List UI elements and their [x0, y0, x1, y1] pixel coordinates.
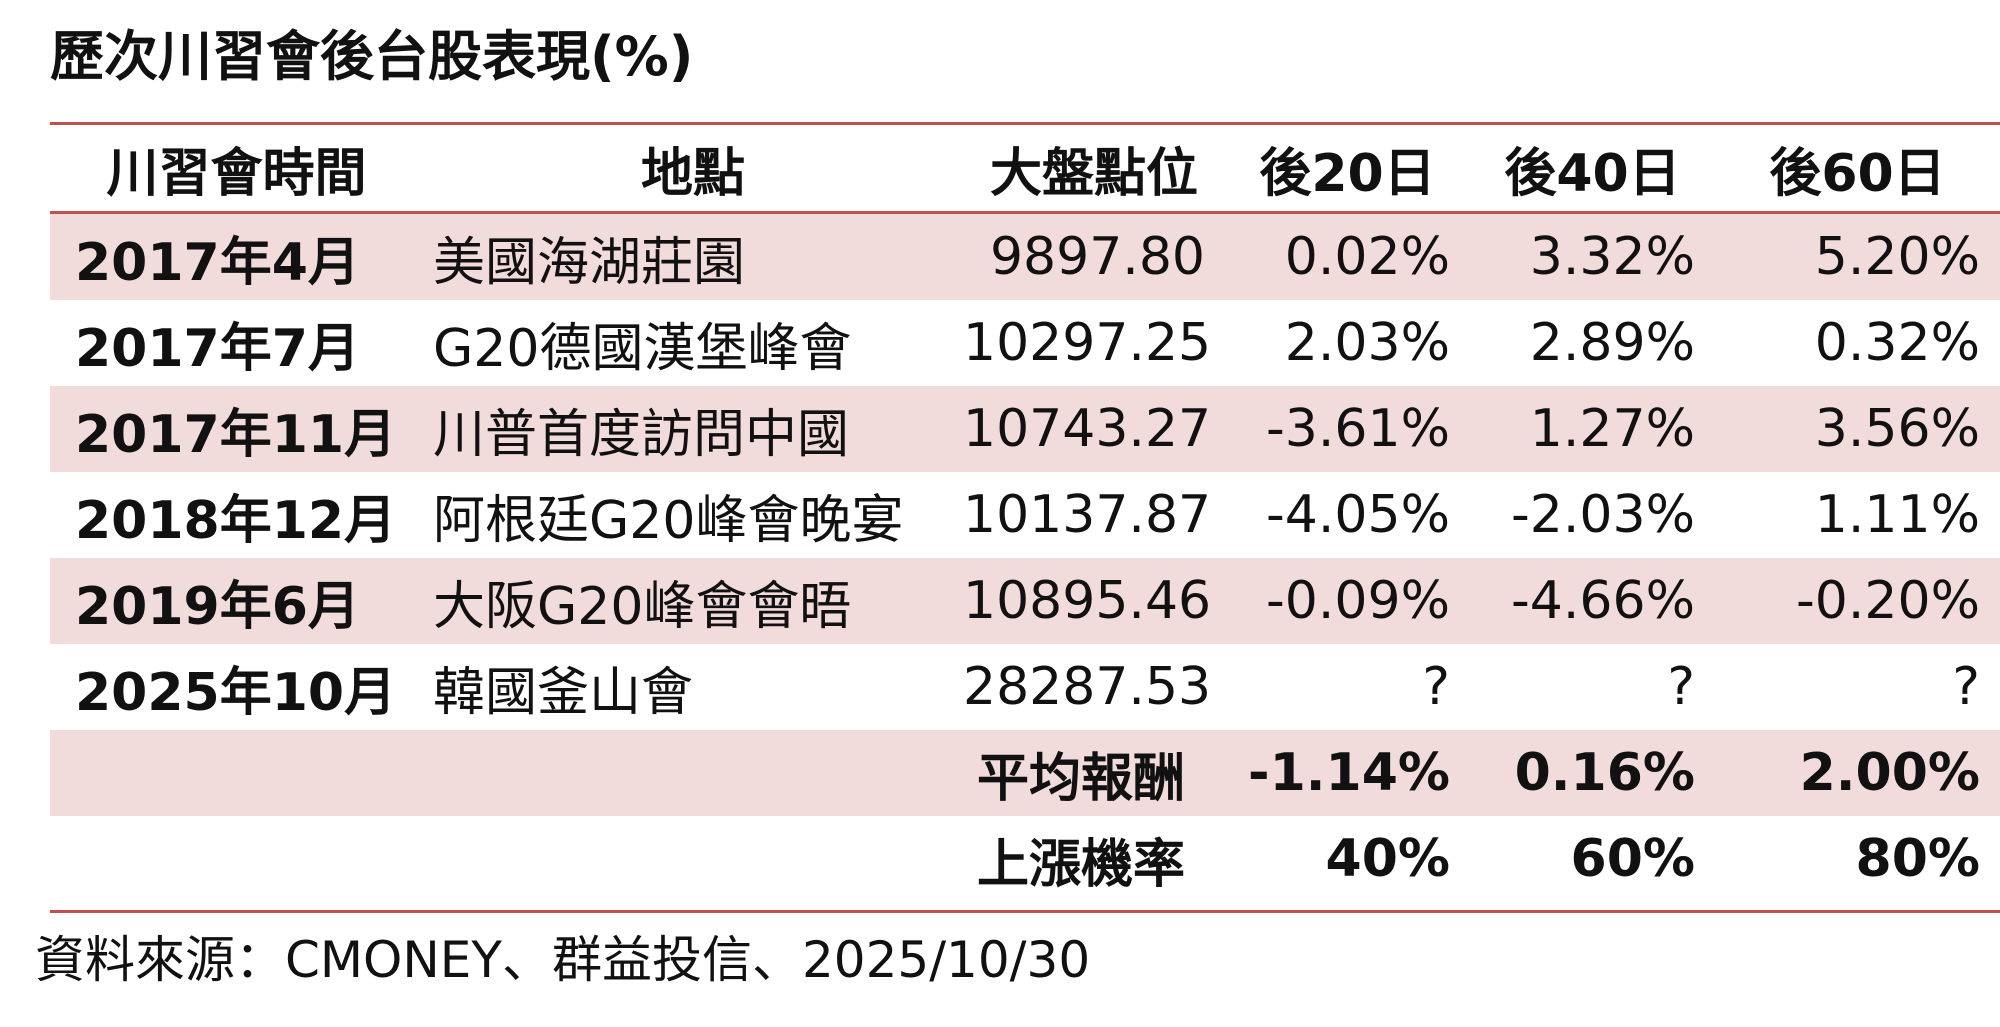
return-60d-cell: 5.20% — [1715, 212, 2000, 300]
performance-table: 川習會時間 地點 大盤點位 後20日 後40日 後60日 2017年4月 美國海… — [50, 125, 2000, 902]
column-header-60d: 後60日 — [1715, 125, 2000, 214]
return-40d-cell: -4.66% — [1470, 558, 1715, 644]
meeting-date-cell: 2017年11月 — [50, 386, 423, 472]
summary-label: 上漲機率 — [976, 834, 1185, 895]
table-row: 2017年4月 美國海湖莊園 9897.80 0.02% 3.32% 5.20% — [50, 212, 2000, 300]
return-20d-cell: 2.03% — [1284, 313, 1450, 373]
table-row: 2025年10月 韓國釜山會 28287.53 ? ? ? — [50, 644, 2000, 730]
index-level-cell: 9897.80 — [963, 212, 1225, 300]
return-40d-cell: ? — [1667, 657, 1695, 717]
place-cell: 韓國釜山會 — [433, 662, 694, 723]
summary-row-average-return: 平均報酬 -1.14% 0.16% 2.00% — [50, 730, 2000, 816]
return-40d-cell: 3.32% — [1470, 212, 1715, 300]
return-20d-cell: 0.02% — [1225, 212, 1470, 300]
meeting-date-cell: 2018年12月 — [75, 490, 397, 551]
column-header-place: 地點 — [423, 125, 963, 214]
column-header-20d: 後20日 — [1225, 125, 1470, 214]
meeting-date-cell: 2017年4月 — [50, 212, 423, 300]
table-row: 2017年11月 川普首度訪問中國 10743.27 -3.61% 1.27% … — [50, 386, 2000, 472]
return-40d-cell: 1.27% — [1470, 386, 1715, 472]
return-20d-cell: -4.05% — [1266, 485, 1450, 545]
summary-row-rise-probability: 上漲機率 40% 60% 80% — [50, 816, 2000, 902]
return-60d-cell: 1.11% — [1814, 485, 1980, 545]
place-cell: 川普首度訪問中國 — [423, 386, 963, 472]
place-cell: G20德國漢堡峰會 — [433, 318, 852, 379]
return-40d-cell: -2.03% — [1511, 485, 1695, 545]
summary-60d-cell: 80% — [1855, 829, 1980, 889]
return-20d-cell: -0.09% — [1225, 558, 1470, 644]
return-20d-cell: -3.61% — [1225, 386, 1470, 472]
index-level-cell: 10895.46 — [963, 558, 1225, 644]
bottom-rule — [50, 910, 2000, 913]
column-header-index: 大盤點位 — [963, 125, 1225, 214]
return-40d-cell: 2.89% — [1529, 313, 1695, 373]
table-row: 2017年7月 G20德國漢堡峰會 10297.25 2.03% 2.89% 0… — [50, 300, 2000, 386]
meeting-date-cell: 2017年7月 — [75, 318, 360, 379]
summary-40d-cell: 60% — [1570, 829, 1695, 889]
summary-60d-cell: 2.00% — [1715, 730, 2000, 816]
place-cell: 阿根廷G20峰會晚宴 — [433, 490, 904, 551]
return-60d-cell: 0.32% — [1814, 313, 1980, 373]
meeting-date-cell: 2025年10月 — [75, 662, 397, 723]
summary-20d-cell: -1.14% — [1225, 730, 1470, 816]
table-row: 2018年12月 阿根廷G20峰會晚宴 10137.87 -4.05% -2.0… — [50, 472, 2000, 558]
return-60d-cell: ? — [1952, 657, 1980, 717]
table-row: 2019年6月 大阪G20峰會會晤 10895.46 -0.09% -4.66%… — [50, 558, 2000, 644]
top-rule — [50, 122, 2000, 125]
source-note: 資料來源：CMONEY、群益投信、2025/10/30 — [35, 931, 1091, 989]
meeting-date-cell: 2019年6月 — [50, 558, 423, 644]
place-cell: 美國海湖莊園 — [423, 212, 963, 300]
return-60d-cell: 3.56% — [1715, 386, 2000, 472]
return-20d-cell: ? — [1422, 657, 1450, 717]
column-header-date: 川習會時間 — [50, 125, 423, 214]
summary-label: 平均報酬 — [50, 730, 1225, 816]
summary-20d-cell: 40% — [1325, 829, 1450, 889]
column-header-40d: 後40日 — [1470, 125, 1715, 214]
header-row: 川習會時間 地點 大盤點位 後20日 後40日 後60日 — [50, 125, 2000, 214]
return-60d-cell: -0.20% — [1715, 558, 2000, 644]
table-title: 歷次川習會後台股表現(%) — [50, 25, 694, 88]
index-level-cell: 10137.87 — [963, 485, 1212, 545]
index-level-cell: 10297.25 — [963, 313, 1212, 373]
place-cell: 大阪G20峰會會晤 — [423, 558, 963, 644]
index-level-cell: 28287.53 — [963, 657, 1212, 717]
index-level-cell: 10743.27 — [963, 386, 1225, 472]
summary-40d-cell: 0.16% — [1470, 730, 1715, 816]
